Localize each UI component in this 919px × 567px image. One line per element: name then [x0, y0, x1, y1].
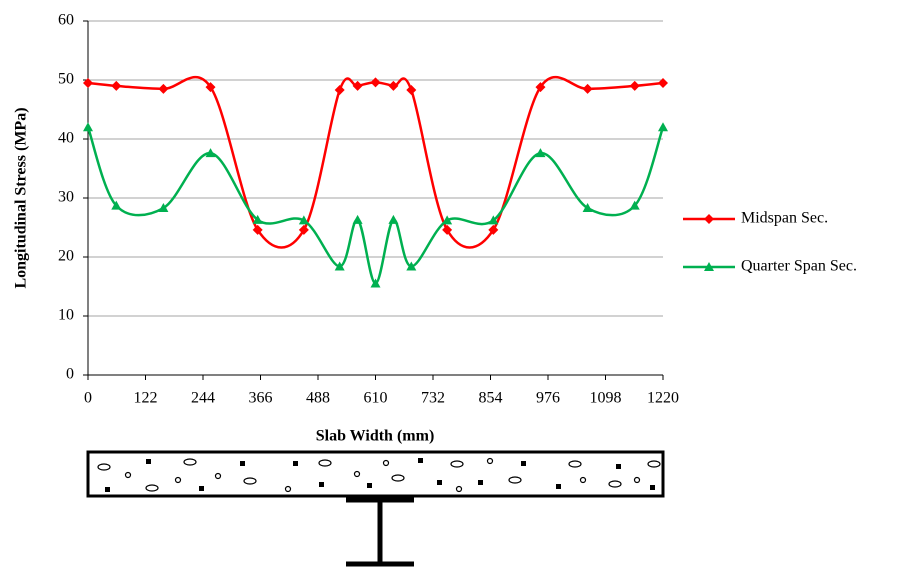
marker: [83, 122, 93, 132]
x-tick-label: 244: [191, 390, 215, 407]
marker: [582, 203, 593, 213]
x-tick-label: 1220: [647, 390, 679, 407]
marker: [158, 83, 169, 94]
x-tick-label: 366: [249, 390, 273, 407]
y-tick-label: 10: [58, 307, 74, 324]
marker: [406, 261, 417, 271]
series-line: [86, 126, 665, 285]
marker: [442, 224, 453, 235]
x-tick-label: 488: [306, 390, 330, 407]
marker: [488, 215, 499, 225]
series-line: [87, 75, 664, 249]
marker: [111, 200, 122, 210]
x-tick-label: 0: [84, 390, 92, 407]
slab: [86, 450, 665, 498]
y-tick-label: 60: [58, 12, 74, 29]
y-tick-label: 0: [66, 366, 74, 383]
marker: [629, 80, 640, 91]
marker: [352, 80, 363, 91]
aggregate-dots: [105, 458, 655, 492]
marker: [334, 261, 345, 271]
marker: [252, 214, 263, 224]
y-tick-label: 30: [58, 189, 74, 206]
marker: [406, 85, 417, 96]
x-tick-label: 122: [134, 390, 158, 407]
y-tick-label: 20: [58, 248, 74, 265]
marker: [658, 77, 668, 88]
marker: [629, 200, 640, 210]
marker: [535, 148, 546, 158]
marker: [298, 215, 309, 225]
marker: [488, 224, 499, 235]
marker: [352, 214, 363, 224]
marker: [442, 215, 453, 225]
marker: [298, 224, 309, 235]
legend-marker: [704, 262, 714, 271]
legend-label: Midspan Sec.: [741, 210, 828, 227]
x-tick-label: 854: [479, 390, 503, 407]
marker: [158, 203, 169, 213]
marker: [370, 77, 381, 88]
y-tick-label: 40: [58, 130, 74, 147]
x-tick-label: 1098: [590, 390, 622, 407]
marker: [658, 122, 668, 132]
y-tick-label: 50: [58, 71, 74, 88]
x-axis-title: Slab Width (mm): [316, 428, 435, 445]
marker: [388, 80, 399, 91]
marker: [252, 224, 263, 235]
marker: [334, 85, 345, 96]
aggregate: [97, 457, 661, 493]
marker: [370, 278, 381, 288]
x-tick-label: 976: [536, 390, 560, 407]
marker: [388, 214, 399, 224]
marker: [111, 80, 122, 91]
legend-marker: [704, 214, 714, 224]
x-tick-label: 610: [364, 390, 388, 407]
legend-label: Quarter Span Sec.: [741, 258, 857, 275]
marker: [205, 148, 216, 158]
y-axis-title: Longitudinal Stress (MPa): [13, 107, 30, 288]
marker: [582, 83, 593, 94]
marker: [205, 82, 216, 93]
slab-diagram: [86, 450, 665, 567]
x-tick-label: 732: [421, 390, 445, 407]
marker: [535, 82, 546, 93]
marker: [83, 77, 93, 88]
